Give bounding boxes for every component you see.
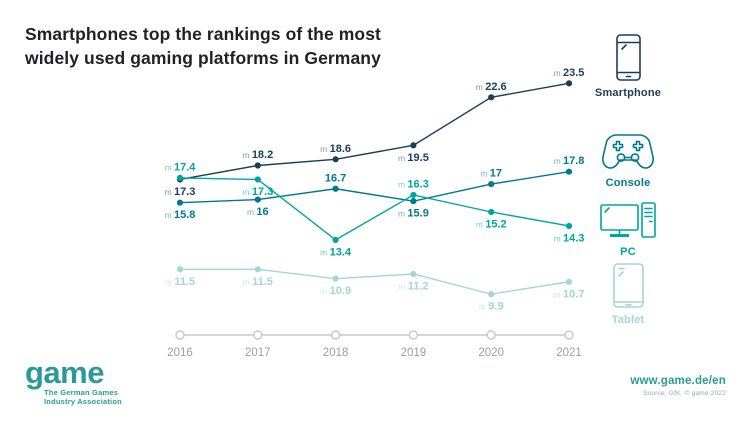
data-point bbox=[565, 278, 573, 285]
data-label: m 14.3 bbox=[554, 232, 585, 244]
data-label: m 17.3 bbox=[242, 186, 273, 198]
axis-tick-label: 2017 bbox=[245, 347, 271, 359]
series-pc: m 17.4 m 17.3 m 13.4 m 16.3 m 15.2 m 14.3 bbox=[165, 161, 585, 258]
data-point bbox=[488, 291, 495, 298]
data-label: m 10.7 bbox=[554, 288, 585, 300]
axis-tick-label: 2020 bbox=[478, 347, 504, 359]
tablet-icon bbox=[612, 263, 644, 308]
data-point bbox=[332, 275, 339, 282]
chart-title: Smartphones top the rankings of the most… bbox=[25, 22, 381, 70]
axis-tick-label: 2018 bbox=[323, 347, 349, 359]
logo-subtitle-line1: The German Games bbox=[44, 388, 119, 397]
pc-icon bbox=[600, 202, 656, 238]
legend-label-console: Console bbox=[605, 177, 651, 189]
chart-legend: Smartphone Console bbox=[573, 0, 683, 340]
data-label: m 19.5 bbox=[398, 152, 429, 164]
data-point bbox=[565, 168, 573, 175]
data-label: m 16.3 bbox=[398, 178, 429, 190]
data-point bbox=[410, 191, 417, 199]
axis-tick-label: 2019 bbox=[401, 347, 427, 359]
series-line bbox=[179, 82, 570, 181]
data-label: m 22.6 bbox=[476, 81, 507, 93]
website-url: www.game.de/en bbox=[630, 375, 726, 387]
axis-tick-marker bbox=[330, 330, 341, 340]
data-label: m 17.4 bbox=[165, 161, 197, 173]
axis-tick-label: 2021 bbox=[556, 347, 582, 359]
data-label: m 15.2 bbox=[476, 219, 507, 231]
data-point bbox=[488, 208, 495, 216]
axis-tick-marker bbox=[564, 330, 574, 340]
data-label: m 13.4 bbox=[320, 246, 352, 258]
data-point bbox=[254, 176, 261, 183]
data-point bbox=[176, 199, 184, 206]
console-icon bbox=[602, 134, 654, 169]
legend-item-pc: PC bbox=[573, 202, 683, 258]
data-point bbox=[410, 198, 417, 205]
axis-tick-marker bbox=[253, 330, 263, 340]
series-smartphone: m 17.3 m 18.2 m 18.6 m 19.5 m 22.6 m 23.5 bbox=[165, 67, 585, 198]
legend-label-smartphone: Smartphone bbox=[594, 87, 662, 99]
axis-tick-marker bbox=[486, 330, 496, 340]
data-point bbox=[410, 142, 417, 149]
x-axis: 2016 2017 2018 2019 2020 2021 bbox=[167, 330, 582, 359]
data-label: m 23.5 bbox=[554, 67, 585, 79]
data-point bbox=[176, 266, 184, 273]
data-label: m 17.3 bbox=[165, 186, 196, 198]
data-point bbox=[254, 266, 261, 273]
data-point bbox=[565, 222, 573, 230]
data-label: m 17 bbox=[480, 168, 502, 180]
footer-right: www.game.de/en Source: GfK. © game 2022 bbox=[630, 375, 726, 397]
source-note: Source: GfK. © game 2022 bbox=[643, 390, 726, 397]
data-point bbox=[488, 181, 495, 188]
data-label: m 18.2 bbox=[242, 149, 273, 161]
legend-item-smartphone: Smartphone bbox=[573, 34, 683, 99]
data-point bbox=[565, 80, 573, 87]
data-label: m 15.9 bbox=[398, 208, 429, 220]
data-label: 16.7 bbox=[325, 172, 346, 184]
logo-wordmark: game bbox=[25, 355, 104, 390]
game-association-logo: game The German Games Industry Associati… bbox=[25, 355, 122, 406]
data-point bbox=[332, 185, 339, 192]
data-point bbox=[332, 156, 339, 163]
legend-item-tablet: Tablet bbox=[573, 263, 683, 326]
data-label: m 15.8 bbox=[165, 209, 196, 221]
data-label: m 9.9 bbox=[479, 301, 504, 313]
chart-title-line1: Smartphones top the rankings of the most bbox=[25, 24, 381, 44]
axis-tick-marker bbox=[408, 330, 419, 340]
data-label: m 16 bbox=[247, 206, 269, 218]
data-label: m 11.5 bbox=[243, 276, 273, 288]
chart-title-line2: widely used gaming platforms in Germany bbox=[25, 48, 381, 68]
legend-label-tablet: Tablet bbox=[611, 314, 645, 326]
legend-label-pc: PC bbox=[620, 246, 636, 258]
data-label: m 11.5 bbox=[165, 276, 195, 288]
data-point bbox=[176, 174, 184, 181]
logo-subtitle-line2: Industry Association bbox=[44, 397, 122, 406]
axis-tick-label: 2016 bbox=[167, 347, 193, 359]
legend-item-console: Console bbox=[573, 133, 683, 189]
data-label: m 11.2 bbox=[398, 281, 428, 293]
axis-tick-marker bbox=[175, 330, 185, 340]
data-point bbox=[332, 236, 339, 243]
data-point bbox=[410, 270, 417, 278]
smartphone-icon bbox=[615, 34, 641, 81]
data-point bbox=[488, 94, 495, 101]
series-console: m 15.8 m 16 16.7 m 15.9 m 17 m 17.8 bbox=[165, 155, 585, 221]
series-line bbox=[179, 171, 570, 204]
data-point bbox=[254, 162, 261, 169]
data-label: m 17.8 bbox=[554, 155, 585, 167]
data-label: m 10.9 bbox=[320, 285, 351, 297]
data-label: m 18.6 bbox=[320, 143, 351, 155]
series-line bbox=[179, 177, 570, 241]
series-tablet: m 11.5 m 11.5 m 10.9 m 11.2 m 9.9 m 10.7 bbox=[165, 266, 585, 313]
data-point bbox=[254, 196, 261, 203]
series-line bbox=[180, 268, 570, 295]
